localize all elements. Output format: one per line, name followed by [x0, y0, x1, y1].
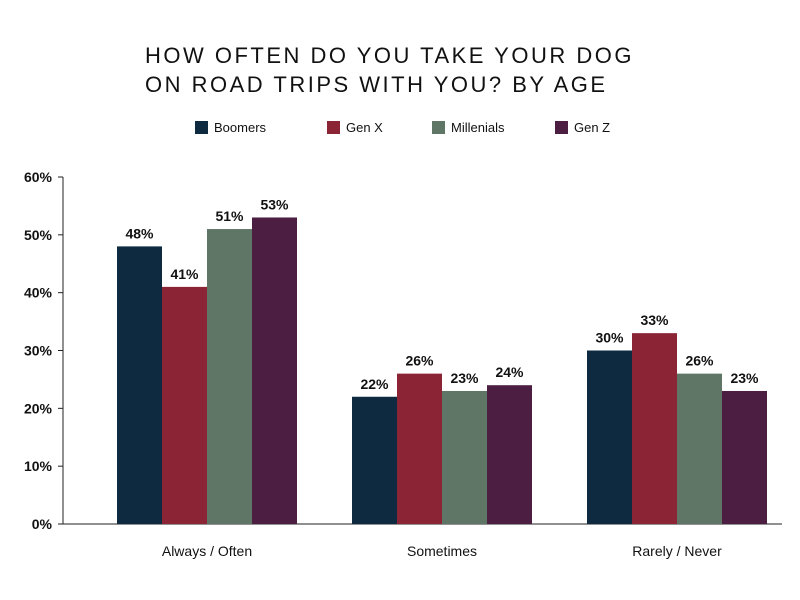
bar-gen-z-rarely-never — [722, 390, 767, 524]
value-label-millenials-rarely-never: 26% — [685, 353, 714, 369]
y-tick-label: 10% — [24, 458, 53, 474]
legend-swatch-boomers — [195, 121, 208, 134]
legend-swatch-gen-z — [555, 121, 568, 134]
value-label-gen-z-sometimes: 24% — [495, 364, 524, 380]
y-tick-label: 40% — [24, 285, 53, 301]
y-tick-label: 20% — [24, 400, 53, 416]
legend-swatch-millenials — [432, 121, 445, 134]
legend-label-gen-x: Gen X — [346, 120, 383, 135]
bar-gen-x-sometimes — [397, 373, 442, 524]
value-label-boomers-sometimes: 22% — [360, 376, 389, 392]
value-label-gen-x-rarely-never: 33% — [640, 312, 669, 328]
value-label-millenials-always-often: 51% — [215, 208, 244, 224]
y-tick-label: 50% — [24, 227, 53, 243]
value-label-millenials-sometimes: 23% — [450, 370, 479, 386]
bar-millenials-always-often — [207, 229, 252, 525]
category-label-sometimes: Sometimes — [407, 543, 477, 559]
value-label-boomers-rarely-never: 30% — [595, 330, 624, 346]
value-label-gen-x-always-often: 41% — [170, 266, 199, 282]
chart-title-line-1: HOW OFTEN DO YOU TAKE YOUR DOG — [145, 43, 634, 68]
legend-label-gen-z: Gen Z — [574, 120, 610, 135]
y-tick-label: 60% — [24, 169, 53, 185]
bar-millenials-rarely-never — [677, 373, 722, 524]
chart-title-line-2: ON ROAD TRIPS WITH YOU? BY AGE — [145, 72, 608, 97]
category-label-always-often: Always / Often — [162, 543, 252, 559]
value-label-gen-z-rarely-never: 23% — [730, 370, 759, 386]
y-tick-label: 30% — [24, 343, 53, 359]
bar-boomers-always-often — [117, 246, 162, 524]
bar-boomers-sometimes — [352, 396, 397, 524]
legend-swatch-gen-x — [327, 121, 340, 134]
bar-gen-z-always-often — [252, 217, 297, 524]
bars — [117, 217, 767, 525]
category-label-rarely-never: Rarely / Never — [632, 543, 722, 559]
bar-gen-z-sometimes — [487, 385, 532, 524]
bar-gen-x-always-often — [162, 286, 207, 524]
y-tick-label: 0% — [32, 516, 53, 532]
value-label-gen-x-sometimes: 26% — [405, 353, 434, 369]
bar-millenials-sometimes — [442, 390, 487, 524]
legend-label-boomers: Boomers — [214, 120, 267, 135]
value-label-gen-z-always-often: 53% — [260, 196, 289, 212]
bar-boomers-rarely-never — [587, 350, 632, 524]
value-labels: 48% 41% 51% 53% Always / Often 22% 26% 23% 24% So… — [125, 196, 759, 559]
bar-gen-x-rarely-never — [632, 333, 677, 524]
value-label-boomers-always-often: 48% — [125, 225, 154, 241]
legend-label-millenials: Millenials — [451, 120, 505, 135]
legend: Boomers Gen X Millenials Gen Z — [195, 120, 610, 135]
